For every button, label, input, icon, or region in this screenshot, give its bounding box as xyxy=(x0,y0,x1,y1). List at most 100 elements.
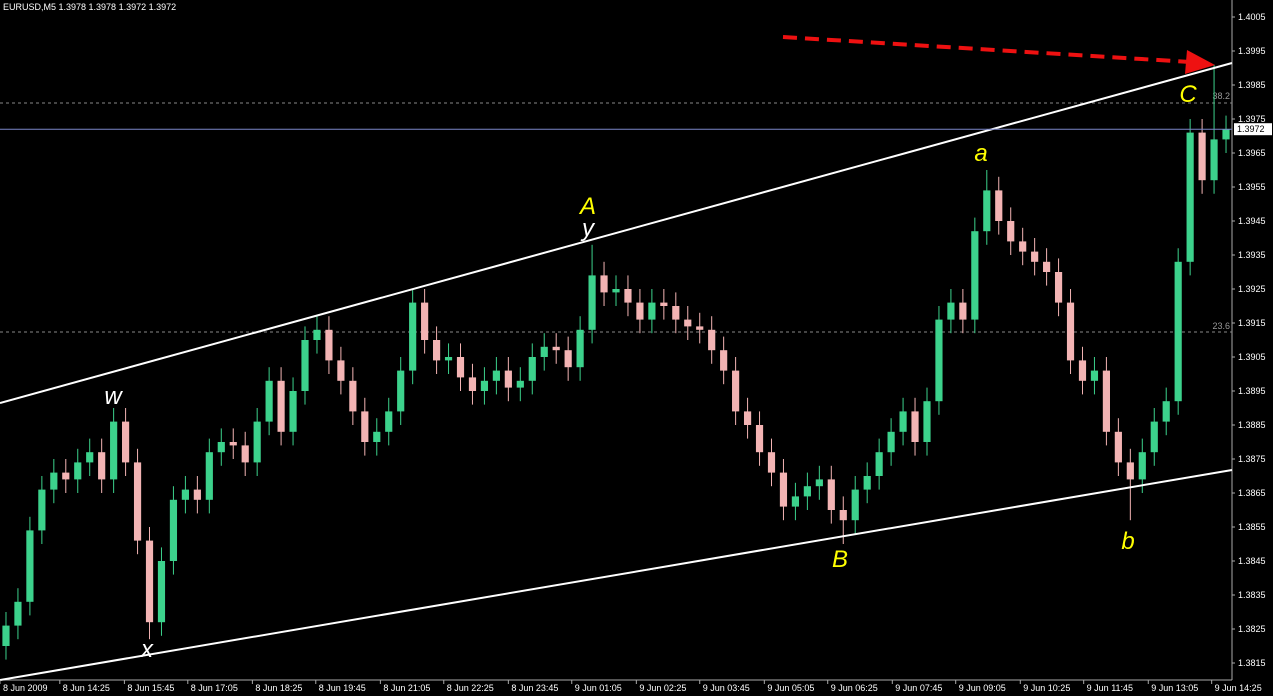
candle-body xyxy=(1150,421,1158,453)
candle-body xyxy=(1066,302,1075,361)
candle-body xyxy=(169,499,178,561)
x-tick-label: 9 Jun 10:25 xyxy=(1023,683,1070,693)
candle-body xyxy=(456,357,465,378)
wave-label: b xyxy=(1121,528,1134,555)
y-tick-label: 1.3885 xyxy=(1238,420,1266,430)
wave-label: a xyxy=(974,140,987,167)
y-tick-label: 1.3925 xyxy=(1238,284,1266,294)
x-tick-label: 8 Jun 19:45 xyxy=(319,683,366,693)
candle-body xyxy=(660,302,668,306)
fib-label: 23.6 xyxy=(1212,321,1230,331)
candle-body xyxy=(241,445,249,463)
candle-body xyxy=(588,275,596,330)
candle-body xyxy=(74,462,82,480)
candle-body xyxy=(62,472,70,480)
candle-body xyxy=(911,411,919,442)
candle-body xyxy=(193,489,201,500)
y-tick-label: 1.3915 xyxy=(1238,318,1266,328)
wave-label: B xyxy=(832,546,848,573)
candle-body xyxy=(1102,370,1110,432)
candle-body xyxy=(229,442,237,446)
candle-body xyxy=(875,452,883,476)
candle-body xyxy=(1078,360,1087,381)
candle-body xyxy=(516,380,524,388)
x-tick-label: 8 Jun 15:45 xyxy=(127,683,174,693)
x-tick-label: 9 Jun 07:45 xyxy=(895,683,942,693)
x-tick-label: 8 Jun 23:45 xyxy=(511,683,558,693)
candle-body xyxy=(110,421,118,480)
x-tick-label: 8 Jun 14:25 xyxy=(63,683,110,693)
candle-body xyxy=(540,346,548,357)
candle-body xyxy=(923,401,931,442)
trend-line xyxy=(0,469,1233,681)
candle-body xyxy=(708,329,716,351)
wave-label: C xyxy=(1179,81,1197,108)
candle-body xyxy=(1174,261,1182,402)
x-tick-label: 9 Jun 03:45 xyxy=(703,683,750,693)
candle-body xyxy=(373,431,381,442)
candle-body xyxy=(983,190,991,232)
candle-body xyxy=(313,329,321,340)
candle-body xyxy=(397,370,405,412)
candle-body xyxy=(648,302,656,320)
x-tick-label: 8 Jun 18:25 xyxy=(255,683,302,693)
candle-body xyxy=(2,625,10,646)
candle-body xyxy=(385,411,393,432)
candle-body xyxy=(959,302,967,320)
y-tick-label: 1.3835 xyxy=(1238,590,1266,600)
y-tick-label: 1.3875 xyxy=(1238,454,1266,464)
x-tick-label: 9 Jun 11:45 xyxy=(1087,683,1133,693)
candle-body xyxy=(1019,241,1027,252)
candle-body xyxy=(1186,132,1194,262)
y-tick-label: 1.3955 xyxy=(1238,182,1266,192)
candle-body xyxy=(755,425,764,453)
candle-body xyxy=(1210,139,1218,181)
candle-body xyxy=(26,530,34,602)
x-tick-label: 9 Jun 13:05 xyxy=(1151,683,1198,693)
y-tick-label: 1.3985 xyxy=(1238,80,1266,90)
candle-body xyxy=(480,380,489,391)
candle-body xyxy=(528,357,536,381)
candle-body xyxy=(1138,452,1146,480)
candle-body xyxy=(995,190,1003,221)
candle-body xyxy=(325,329,333,361)
y-tick-label: 1.3825 xyxy=(1238,624,1266,634)
y-tick-label: 1.3845 xyxy=(1238,556,1266,566)
y-tick-label: 1.3975 xyxy=(1238,114,1266,124)
x-tick-label: 9 Jun 05:05 xyxy=(767,683,814,693)
candle-body xyxy=(779,472,788,507)
x-tick-label: 9 Jun 02:25 xyxy=(639,683,686,693)
header: EURUSD,M5 1.3978 1.3978 1.3972 1.3972 xyxy=(3,2,176,12)
candle-body xyxy=(564,350,572,368)
candle-body xyxy=(672,306,680,320)
candle-body xyxy=(684,319,692,327)
candle-body xyxy=(1198,132,1206,181)
x-tick-label: 8 Jun 2009 xyxy=(3,683,48,693)
candle-body xyxy=(839,510,847,521)
candle-body xyxy=(935,319,943,402)
candle-body xyxy=(38,489,46,531)
candle-body xyxy=(277,380,285,432)
candle-body xyxy=(803,486,811,497)
y-tick-label: 1.3945 xyxy=(1238,216,1266,226)
candle-body xyxy=(337,360,345,381)
fib-label: 38.2 xyxy=(1212,91,1230,101)
candle-body xyxy=(265,380,273,422)
candle-body xyxy=(253,421,261,463)
candle-body xyxy=(217,442,225,453)
candle-body xyxy=(86,452,94,463)
candle-body xyxy=(600,275,608,293)
y-tick-label: 1.3935 xyxy=(1238,250,1266,260)
candle-body xyxy=(205,452,213,500)
candle-body xyxy=(14,601,22,626)
candle-body xyxy=(863,476,871,490)
candle-body xyxy=(504,370,512,388)
current-price-box xyxy=(1234,123,1272,136)
candle-body xyxy=(122,421,130,463)
candle-body xyxy=(612,289,620,293)
candle-body xyxy=(1054,272,1063,303)
candle-body xyxy=(181,489,189,500)
candle-body xyxy=(851,489,859,521)
